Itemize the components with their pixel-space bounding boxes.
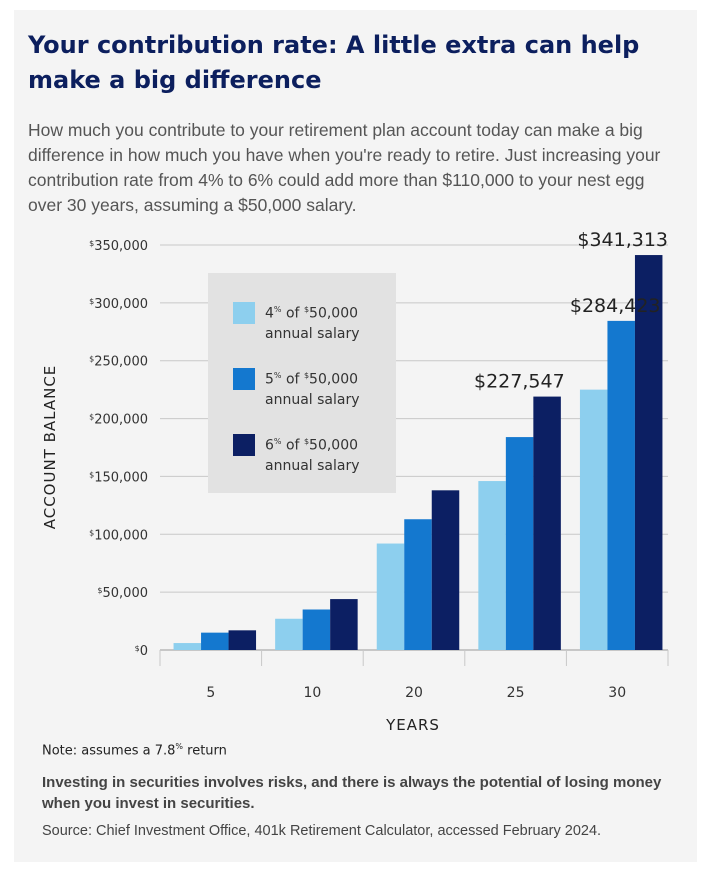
bar: [607, 320, 635, 650]
y-axis-title: ACCOUNT BALANCE: [41, 365, 59, 530]
source-note: Source: Chief Investment Office, 401k Re…: [42, 823, 602, 839]
x-tick-label: 10: [303, 685, 321, 701]
bar: [634, 255, 663, 650]
page-title: Your contribution rate: A little extra c…: [28, 31, 640, 94]
legend-swatch: [233, 368, 255, 390]
bar: [431, 490, 460, 650]
legend-swatch: [233, 302, 255, 324]
bar: [173, 643, 202, 650]
legend-pct-unit: %: [273, 437, 282, 446]
legend-pct: 6: [265, 437, 274, 454]
bar: [478, 481, 506, 650]
chart-legend: 4% of $50,000 annual salary 5% of $50,00…: [208, 273, 396, 493]
y-tick-label: $0: [135, 644, 148, 659]
bar: [228, 630, 257, 650]
y-tick-label: $200,000: [89, 413, 148, 428]
bar: [302, 609, 331, 650]
data-label: $227,547: [474, 371, 565, 393]
legend-dollar: $: [303, 305, 310, 314]
legend-amount: 50,000: [309, 305, 359, 322]
y-tick-label: $100,000: [89, 528, 148, 543]
bar: [505, 437, 534, 650]
bar: [579, 389, 608, 650]
bar: [404, 519, 432, 650]
legend-pct-unit: %: [273, 305, 282, 314]
legend-pct-unit: %: [273, 371, 282, 380]
data-label: $284,423: [570, 295, 661, 317]
note-suffix: return: [183, 743, 227, 759]
y-tick-label: $150,000: [89, 470, 148, 485]
bar: [533, 396, 561, 650]
legend-of: of: [281, 437, 304, 454]
y-tick-label: $50,000: [97, 586, 148, 601]
x-tick-label: 20: [405, 685, 423, 701]
data-label: $341,313: [577, 229, 668, 251]
legend-of: of: [281, 305, 304, 322]
legend-swatch: [233, 434, 255, 456]
bar: [330, 599, 358, 650]
legend-amount: 50,000: [309, 437, 359, 454]
legend-item-5pct: 5% of $50,000 annual salary: [233, 366, 396, 432]
x-axis-title: YEARS: [385, 716, 440, 734]
legend-item-4pct: 4% of $50,000 annual salary: [233, 300, 396, 366]
legend-pct: 4: [265, 305, 274, 322]
note-unit: %: [175, 742, 183, 751]
return-note: Note: assumes a 7.8% return: [42, 742, 227, 758]
legend-amount: 50,000: [309, 371, 359, 388]
risk-disclaimer: Investing in securities involves risks, …: [42, 774, 662, 812]
bar: [201, 632, 229, 650]
legend-dollar: $: [303, 437, 310, 446]
note-prefix: Note: assumes a 7.8: [42, 743, 176, 759]
legend-pct: 5: [265, 371, 274, 388]
bar: [376, 543, 405, 650]
y-tick-label: $250,000: [89, 355, 148, 370]
x-tick-label: 30: [608, 685, 626, 701]
x-tick-label: 25: [507, 685, 525, 701]
legend-line2: annual salary: [265, 391, 360, 408]
bar: [275, 618, 303, 650]
legend-dollar: $: [303, 371, 310, 380]
x-tick-label: 5: [206, 685, 215, 701]
intro-paragraph: How much you contribute to your retireme…: [28, 120, 661, 215]
legend-of: of: [281, 371, 304, 388]
legend-line2: annual salary: [265, 325, 360, 342]
legend-line2: annual salary: [265, 457, 360, 474]
y-tick-label: $350,000: [89, 239, 148, 254]
legend-item-6pct: 6% of $50,000 annual salary: [233, 432, 396, 498]
y-tick-label: $300,000: [89, 297, 148, 312]
